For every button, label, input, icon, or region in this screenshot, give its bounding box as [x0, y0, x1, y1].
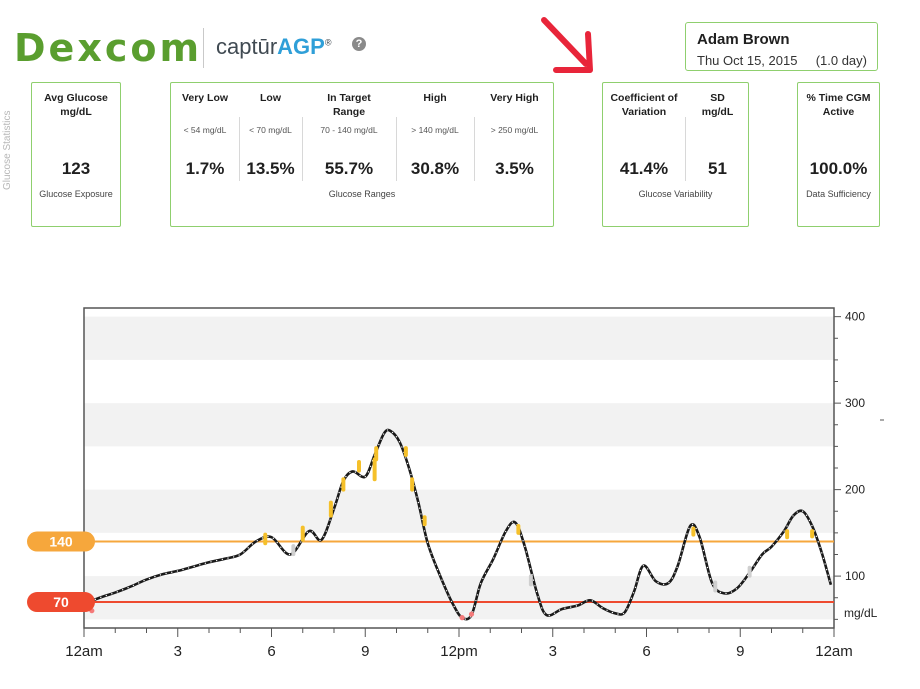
- threshold-badge-70: [27, 592, 95, 613]
- low-column: Low < 70 mg/dL 13.5%: [239, 83, 302, 226]
- cv-value: 41.4%: [619, 159, 669, 178]
- glucose-statistics-label: Glucose Statistics: [2, 110, 13, 190]
- in-target-column: In Target Range 70 - 140 mg/dL 55.7%: [302, 83, 396, 226]
- very-high-column: Very High > 250 mg/dL 3.5%: [474, 83, 555, 226]
- very-low-value: 1.7%: [185, 159, 225, 178]
- cgm-active-value: 100.0%: [809, 159, 868, 178]
- threshold-label-70: 70: [53, 594, 69, 610]
- question-circle-icon[interactable]: ?: [352, 37, 366, 51]
- sd-column: SD mg/dL 51: [685, 83, 750, 226]
- x-tick-label: 12am: [815, 643, 853, 660]
- grid-band: [84, 489, 834, 533]
- column-divider: [685, 117, 686, 181]
- report-date: Thu Oct 15, 2015: [697, 53, 798, 68]
- glucose-trace-dots: [83, 429, 832, 620]
- very-high-title: Very High: [490, 92, 539, 104]
- low-title: Low: [260, 92, 281, 104]
- data-sufficiency-caption: Data Sufficiency: [806, 189, 871, 199]
- glucose-ranges-box: Very Low < 54 mg/dL 1.7% Low < 70 mg/dL …: [170, 82, 554, 227]
- daily-glucose-chart: 140 70 100 200 300 400 12am 3 6 9 12pm 3 6 9 12am mg…: [27, 307, 884, 660]
- column-divider: [302, 117, 303, 181]
- sd-value: 51: [708, 159, 727, 178]
- x-tick-label: 12pm: [440, 643, 478, 660]
- threshold-badge-140: [27, 531, 95, 552]
- x-tick-label: 9: [361, 643, 369, 660]
- captur-logo-text: captūr: [216, 34, 278, 59]
- glucose-variability-caption: Glucose Variability: [638, 189, 713, 199]
- avg-glucose-title: Avg Glucose mg/dL: [44, 92, 108, 118]
- in-target-value: 55.7%: [324, 159, 374, 178]
- very-high-value: 3.5%: [495, 159, 534, 178]
- very-low-range: < 54 mg/dL: [183, 125, 227, 135]
- patient-name: Adam Brown: [697, 31, 790, 48]
- capturagp-logo: captūrAGP®: [216, 34, 331, 60]
- x-tick-label: 3: [174, 643, 182, 660]
- high-value: 30.8%: [410, 159, 460, 178]
- glucose-ranges-caption: Glucose Ranges: [328, 189, 396, 199]
- data-sufficiency-box: % Time CGM Active 100.0% Data Sufficienc…: [797, 82, 880, 227]
- in-target-range: 70 - 140 mg/dL: [320, 125, 378, 135]
- registered-mark: ®: [324, 37, 332, 48]
- column-divider: [396, 117, 397, 181]
- glucose-exposure-caption: Glucose Exposure: [39, 189, 113, 199]
- x-tick-label: 9: [736, 643, 744, 660]
- low-event-marker: [459, 615, 465, 621]
- unit-label: mg/dL: [844, 606, 878, 620]
- cv-title: Coefficient of Variation: [610, 92, 678, 118]
- grid-band: [84, 403, 834, 447]
- logo-divider: [203, 28, 204, 68]
- high-column: High > 140 mg/dL 30.8%: [396, 83, 474, 226]
- low-range: < 70 mg/dL: [249, 125, 292, 135]
- very-low-title: Very Low: [181, 92, 229, 104]
- sd-title: SD mg/dL: [701, 92, 734, 118]
- cv-column: Coefficient of Variation 41.4%: [603, 83, 685, 226]
- very-high-range: > 250 mg/dL: [490, 125, 539, 135]
- avg-glucose-value: 123: [61, 159, 91, 178]
- very-low-column: Very Low < 54 mg/dL 1.7%: [171, 83, 239, 226]
- agp-logo-text: AGP: [277, 34, 325, 59]
- annotation-arrow-icon: [541, 17, 593, 73]
- low-value: 13.5%: [246, 159, 295, 178]
- x-tick-label: 6: [642, 643, 650, 660]
- cgm-active-title: % Time CGM Active: [806, 92, 871, 118]
- y-tick-label: 100: [845, 569, 865, 583]
- high-title: High: [423, 92, 447, 104]
- x-tick-label: 3: [549, 643, 557, 660]
- glucose-variability-box: Coefficient of Variation 41.4% SD mg/dL …: [602, 82, 749, 227]
- report-days: (1.0 day): [815, 53, 867, 68]
- y-tick-label: 300: [845, 396, 865, 410]
- y-tick-label: 400: [845, 310, 865, 324]
- low-event-marker: [468, 611, 475, 617]
- column-divider: [239, 117, 240, 181]
- dexcom-logo: Dexcom: [14, 26, 203, 70]
- y-tick-label: 200: [845, 483, 865, 497]
- grid-band: [84, 316, 834, 360]
- x-tick-label: 6: [267, 643, 275, 660]
- x-tick-label: 12am: [65, 643, 103, 660]
- in-target-title: In Target Range: [327, 92, 371, 118]
- threshold-label-140: 140: [49, 534, 73, 550]
- patient-info-box: Adam Brown Thu Oct 15, 2015 (1.0 day): [685, 22, 878, 71]
- high-range: > 140 mg/dL: [411, 125, 459, 135]
- column-divider: [474, 117, 475, 181]
- avg-glucose-box: Avg Glucose mg/dL 123 Glucose Exposure: [31, 82, 121, 227]
